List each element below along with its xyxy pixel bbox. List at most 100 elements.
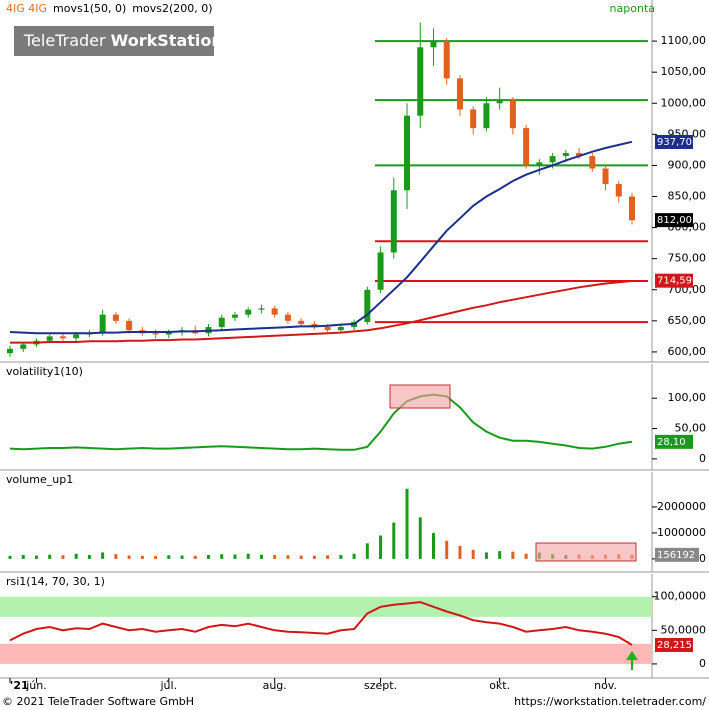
volume-bar	[127, 555, 131, 559]
last-value-tag	[655, 547, 699, 562]
y-tick-label: 0	[699, 552, 706, 565]
volume-bar	[365, 543, 369, 559]
candle-body	[456, 78, 463, 110]
candle-body	[245, 309, 252, 315]
candle-body	[483, 103, 490, 129]
candle-body	[615, 184, 622, 197]
candle-body	[59, 336, 66, 339]
last-value-label: 156192	[657, 550, 695, 561]
y-tick-label: 1100,00	[661, 34, 707, 47]
volume-bar	[511, 551, 515, 559]
y-tick-label: 1050,00	[661, 65, 707, 78]
volume-bar	[498, 551, 502, 559]
line	[9, 393, 633, 451]
volume-bar	[405, 488, 409, 559]
candle-body	[390, 190, 397, 253]
y-tick-label: 750,00	[668, 252, 707, 265]
y-tick-label: 0	[699, 657, 706, 670]
volume-bar	[233, 554, 237, 559]
logo-a: TeleTrader	[23, 31, 106, 50]
x-tick-label: szept.	[364, 679, 397, 692]
candle-body	[443, 41, 450, 79]
candle-body	[470, 109, 477, 129]
volume-bar	[21, 555, 25, 559]
candle-body	[496, 100, 503, 104]
candle-body	[523, 128, 530, 166]
candle-body	[218, 317, 225, 328]
volume-bar	[445, 540, 449, 559]
y-tick-label: 1000,00	[661, 96, 707, 109]
volume-bar	[48, 554, 52, 559]
candle-body	[602, 168, 609, 185]
x-tick-label: nov.	[594, 679, 617, 692]
instrument: 4IG 4IG	[6, 2, 47, 15]
volume-bar	[140, 555, 144, 559]
x-tick-label: jún.	[25, 679, 47, 692]
last-value-label: 28,2151	[657, 640, 698, 651]
last-value-tag	[655, 434, 693, 449]
candle-body	[73, 334, 80, 339]
y-tick-label: 100,00	[668, 391, 707, 404]
y-tick-label: 650,00	[668, 314, 707, 327]
volume-bar	[180, 555, 184, 559]
volume-bar	[193, 555, 197, 559]
volume-bar	[524, 553, 528, 559]
candle-body	[404, 115, 411, 191]
candle-body	[589, 156, 596, 169]
y-tick-label: 900,00	[668, 158, 707, 171]
volume-bar	[286, 555, 290, 559]
line	[9, 601, 633, 646]
candle-body	[284, 314, 291, 321]
volume-bar	[74, 553, 78, 559]
candle-body	[324, 327, 331, 331]
panel-title: rsi1(14, 70, 30, 1)	[6, 575, 105, 588]
candle-body	[417, 47, 424, 116]
y-tick-label: 100,0000	[654, 590, 707, 603]
volume-bar	[273, 555, 277, 559]
candle-body	[152, 333, 159, 335]
candle-body	[20, 344, 27, 349]
y-tick-label: 0	[699, 452, 706, 465]
legend-entry: movs2(200, 0)	[132, 2, 212, 15]
candle-body	[298, 320, 305, 324]
x-tick-label: aug.	[263, 679, 287, 692]
candle-body	[377, 252, 384, 290]
last-value-label: 28,10	[657, 437, 686, 448]
candle-body	[231, 314, 238, 318]
volume-bar	[352, 553, 356, 559]
candle-body	[576, 152, 583, 157]
volume-bar	[312, 555, 316, 559]
last-value-tag	[655, 134, 693, 149]
candle-body	[562, 152, 569, 157]
signal-arrow	[626, 651, 638, 670]
candle-body	[536, 162, 543, 166]
candle-body	[364, 289, 371, 323]
volume-bar	[339, 555, 343, 559]
volume-bar	[418, 517, 422, 559]
volume-bar	[458, 545, 462, 559]
volume-bar	[246, 553, 250, 559]
last-value-label: 937,70	[657, 137, 692, 148]
candle-body	[549, 156, 556, 163]
y-tick-label: 50,0000	[661, 623, 707, 636]
logo-box	[14, 26, 214, 56]
x-tick-label: okt.	[489, 679, 510, 692]
candle-body	[629, 196, 635, 221]
logo-b: WorkStation	[111, 31, 223, 50]
y-tick-label: 850,00	[668, 190, 707, 203]
logo: TeleTrader WorkStation	[23, 31, 223, 50]
candle-body	[99, 314, 106, 334]
volume-bar	[154, 556, 158, 559]
ma-line	[9, 140, 633, 335]
band	[0, 643, 652, 664]
y-tick-label: 600,00	[668, 345, 707, 358]
x-tick-label: júl.	[160, 679, 178, 692]
candle-body	[126, 320, 133, 331]
volume-bar	[207, 555, 211, 559]
volume-bar	[379, 535, 383, 559]
volume-bar	[392, 522, 396, 559]
last-value-tag	[655, 637, 693, 652]
last-value-label: 812,00	[657, 215, 692, 226]
y-tick-label: 2000000	[657, 500, 706, 513]
